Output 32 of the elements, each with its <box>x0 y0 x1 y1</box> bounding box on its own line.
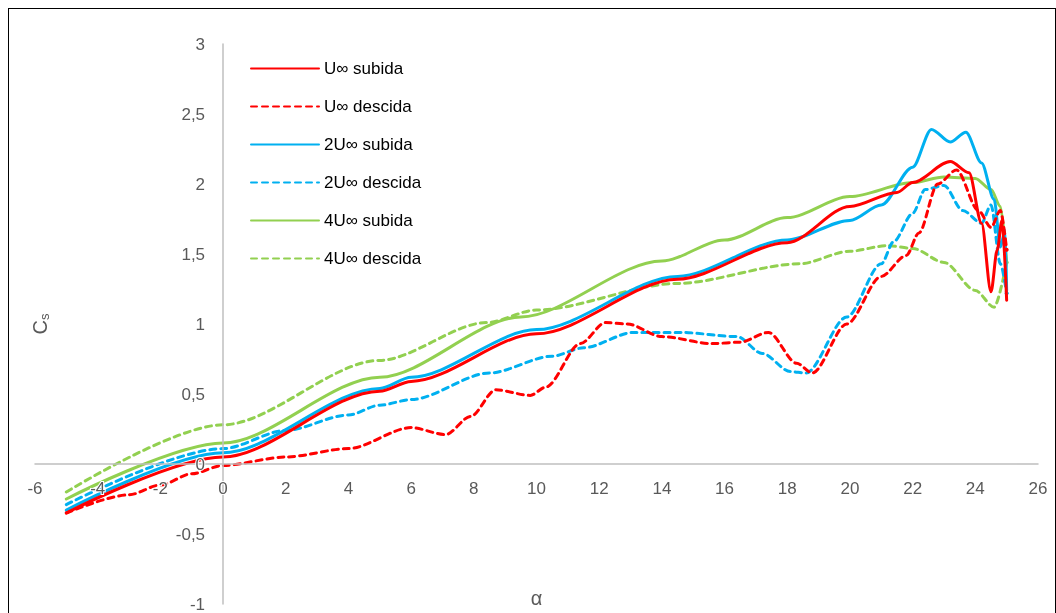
x-axis-title: α <box>530 587 543 609</box>
legend-label: 2U∞ descida <box>324 173 422 192</box>
x-tick-label: 8 <box>469 479 479 498</box>
legend-label: 4U∞ descida <box>324 249 422 268</box>
y-tick-label: -0,5 <box>175 524 206 544</box>
x-tick-label: -4 <box>90 479 106 498</box>
x-tick-label: 12 <box>589 479 609 498</box>
y-tick-label: -1 <box>189 594 206 613</box>
y-tick-label: 3 <box>195 34 206 54</box>
x-tick-label: 18 <box>777 479 797 498</box>
y-tick-label: 1 <box>195 314 206 334</box>
x-tick-label: 4 <box>343 479 354 498</box>
x-tick-label: 20 <box>840 479 860 498</box>
y-tick-label: 1,5 <box>181 244 206 264</box>
y-tick-label: 0,5 <box>181 384 206 404</box>
y-tick-label: 2,5 <box>181 104 206 124</box>
y-axis-title: Cs <box>28 313 53 335</box>
x-tick-label: -6 <box>27 479 43 498</box>
legend-label: 2U∞ subida <box>324 135 414 154</box>
legend-label: 4U∞ subida <box>324 211 414 230</box>
x-tick-label: 6 <box>406 479 416 498</box>
x-tick-label: 26 <box>1028 479 1048 498</box>
x-tick-label: 10 <box>527 479 546 498</box>
x-tick-label: 22 <box>903 479 923 498</box>
legend-label: U∞ subida <box>324 59 404 78</box>
x-tick-label: 14 <box>652 479 672 498</box>
x-tick-label: 2 <box>281 479 291 498</box>
x-tick-label: 0 <box>218 479 228 498</box>
legend-label: U∞ descida <box>324 97 413 116</box>
y-tick-label: 2 <box>195 174 206 194</box>
x-tick-label: 16 <box>715 479 735 498</box>
x-tick-label: 24 <box>965 479 985 498</box>
